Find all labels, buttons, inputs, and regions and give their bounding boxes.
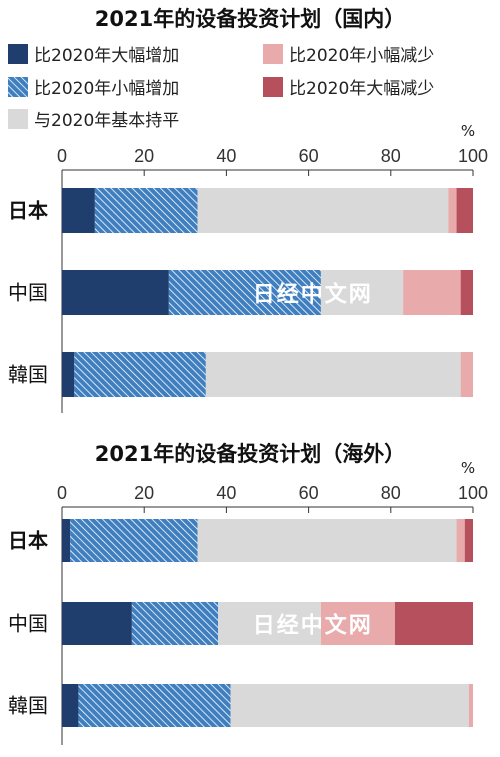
bar-segment-large-increase	[62, 352, 75, 397]
bar-segment-small-decrease	[448, 188, 457, 233]
bar-segment-flat	[320, 270, 404, 315]
bar-segment-flat	[230, 684, 469, 727]
bar-segment-flat	[197, 188, 449, 233]
tick-label: 40	[216, 483, 236, 503]
bar-segment-small-decrease	[403, 270, 461, 315]
bar-segment-small-decrease	[468, 684, 473, 727]
unit-label: %	[461, 459, 475, 477]
tick-label: 20	[134, 146, 154, 166]
bar-segment-large-increase	[62, 270, 169, 315]
bar-segment-flat	[205, 352, 461, 397]
legend-item-small-increase: 比2020年小幅增加	[8, 77, 179, 99]
legend-item-small-decrease: 比2020年小幅减少	[263, 44, 434, 66]
tick-label: 80	[381, 483, 401, 503]
bar-segment-small-increase	[78, 684, 231, 727]
tick-label: 60	[299, 483, 319, 503]
bar-segment-small-increase	[168, 270, 321, 315]
legend-swatch	[8, 77, 28, 97]
category-label: 日本	[8, 529, 48, 553]
bar-segment-large-increase	[62, 602, 132, 645]
legend-item-large-decrease: 比2020年大幅减少	[263, 77, 434, 99]
tick-label: 60	[299, 146, 319, 166]
category-label: 中国	[8, 281, 48, 305]
bar-segment-small-increase	[131, 602, 219, 645]
watermark-text: 日经中文网	[253, 282, 373, 308]
legend-label: 与2020年基本持平	[34, 111, 179, 131]
bar-segment-small-increase	[94, 188, 198, 233]
bar-segment-large-increase	[62, 188, 95, 233]
legend-swatch	[263, 44, 283, 64]
bar-segment-small-increase	[74, 352, 206, 397]
bar-segment-large-decrease	[394, 602, 473, 645]
bar-segment-large-decrease	[464, 519, 473, 562]
legend-label: 比2020年小幅减少	[289, 46, 434, 66]
legend-item-large-increase: 比2020年大幅增加	[8, 44, 179, 66]
category-label: 韓国	[8, 363, 48, 387]
bar-segment-small-decrease	[456, 519, 465, 562]
tick-label: 0	[57, 483, 67, 503]
bar-segment-small-increase	[70, 519, 198, 562]
tick-label: 0	[57, 146, 67, 166]
category-label: 中国	[8, 612, 48, 636]
bar-segment-large-decrease	[460, 270, 473, 315]
bar-segment-flat	[218, 602, 321, 645]
legend-label: 比2020年大幅增加	[34, 46, 179, 66]
legend-label: 比2020年大幅减少	[289, 79, 434, 99]
chart-title: 2021年的设备投资计划（国内）	[95, 7, 405, 31]
legend-label: 比2020年小幅增加	[34, 79, 179, 99]
category-label: 日本	[8, 199, 48, 223]
tick-label: 100	[458, 146, 488, 166]
bar-segment-large-increase	[62, 519, 71, 562]
unit-label: %	[461, 122, 475, 140]
bar-segment-small-decrease	[320, 602, 395, 645]
legend-swatch	[263, 77, 283, 97]
tick-label: 100	[458, 483, 488, 503]
category-label: 韓国	[8, 694, 48, 718]
bar-segment-small-decrease	[460, 352, 473, 397]
tick-label: 20	[134, 483, 154, 503]
tick-label: 40	[216, 146, 236, 166]
tick-label: 80	[381, 146, 401, 166]
bar-segment-flat	[197, 519, 457, 562]
bar-segment-large-increase	[62, 684, 79, 727]
legend-swatch	[8, 109, 28, 129]
chart-title: 2021年的设备投资计划（海外）	[95, 442, 405, 466]
legend-item-flat: 与2020年基本持平	[8, 109, 179, 131]
legend-swatch	[8, 44, 28, 64]
bar-segment-large-decrease	[456, 188, 473, 233]
watermark-text: 日经中文网	[253, 613, 373, 639]
